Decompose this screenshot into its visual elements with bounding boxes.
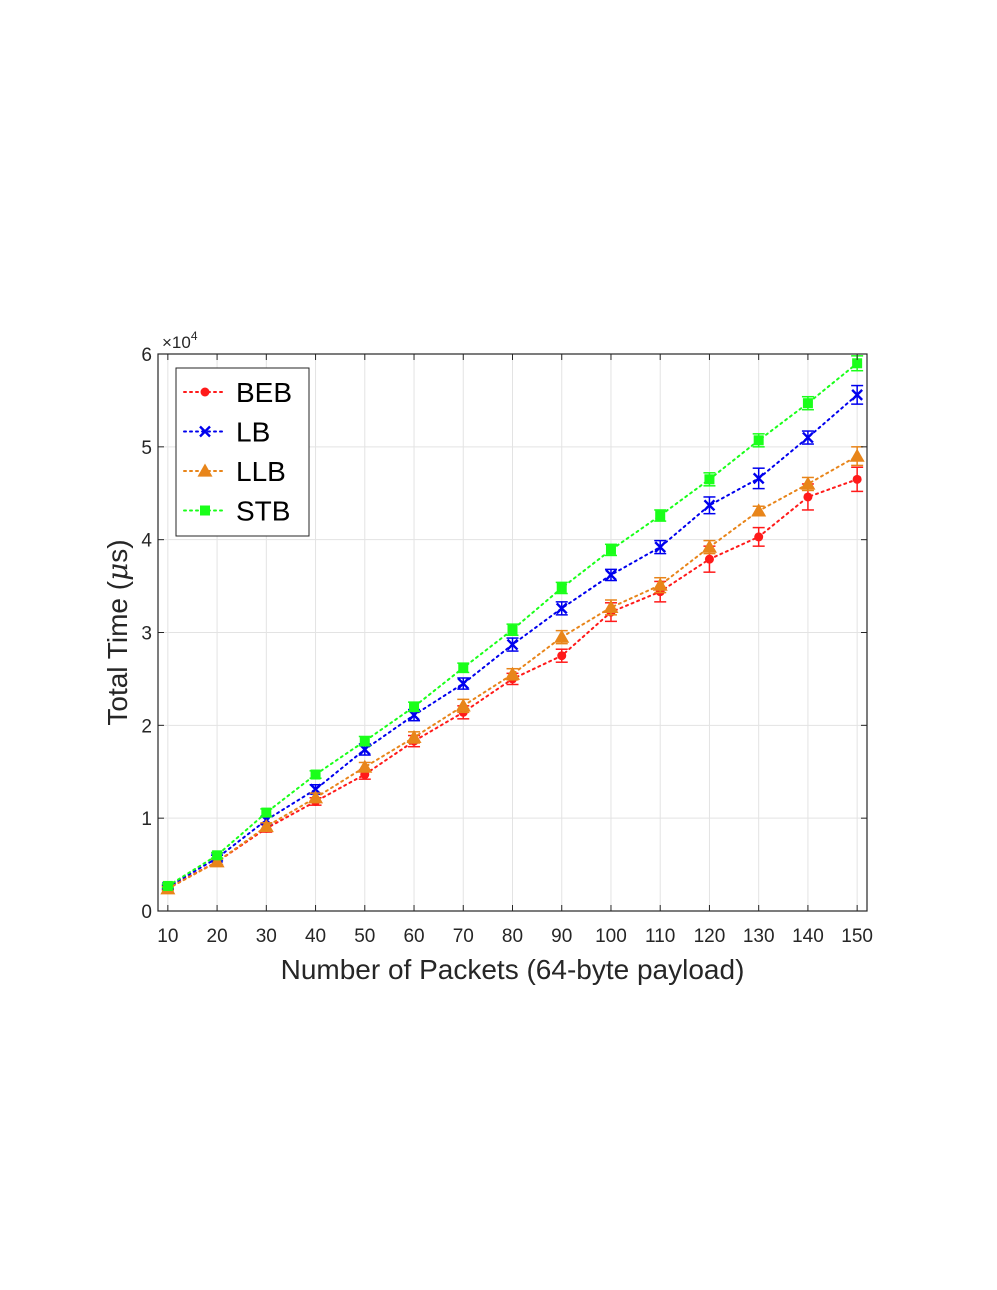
x-tick-label: 100 <box>595 926 627 947</box>
y-tick-label: 4 <box>141 531 152 552</box>
y-tick-label: 1 <box>141 809 152 830</box>
x-tick-label: 90 <box>551 926 572 947</box>
x-tick-label: 120 <box>694 926 726 947</box>
marker-x <box>703 499 716 512</box>
marker-square <box>753 435 764 446</box>
y-axis-label-suffix: s) <box>102 539 133 562</box>
marker-triangle <box>603 599 619 614</box>
legend-item-beb: BEB <box>183 377 292 408</box>
marker-circle <box>200 387 210 397</box>
marker-x <box>555 602 568 615</box>
x-tick-label: 70 <box>453 926 474 947</box>
x-tick-label: 40 <box>305 926 326 947</box>
legend-item-llb: LLB <box>183 456 286 487</box>
legend-item-stb: STB <box>183 496 290 527</box>
marker-circle <box>803 492 813 502</box>
y-multiplier-exponent: 4 <box>191 329 198 343</box>
legend: BEB LB LLB STB <box>175 367 310 537</box>
marker-triangle <box>652 577 668 591</box>
series-stb <box>161 355 864 891</box>
y-axis-multiplier: ×104 <box>162 329 198 352</box>
marker-x <box>654 541 667 553</box>
marker-circle <box>754 532 764 542</box>
marker-triangle <box>701 539 717 553</box>
marker-circle <box>852 474 862 484</box>
marker-square <box>655 510 666 521</box>
marker-x <box>199 425 211 438</box>
marker-circle <box>704 554 714 564</box>
y-multiplier-base: ×10 <box>162 333 191 352</box>
x-tick-label: 20 <box>207 926 228 947</box>
marker-square <box>605 544 616 555</box>
marker-x <box>605 569 617 581</box>
x-tick-label: 140 <box>792 926 824 947</box>
legend-item-lb: LB <box>183 417 270 448</box>
y-tick-label: 5 <box>141 438 152 459</box>
marker-triangle <box>554 629 570 643</box>
marker-square <box>409 701 420 712</box>
marker-triangle <box>849 448 865 462</box>
legend-box <box>175 367 310 537</box>
y-axis-label-mu: μ <box>101 563 134 581</box>
marker-x <box>851 388 864 401</box>
marker-square <box>458 662 469 673</box>
marker-square <box>802 398 813 409</box>
tick-labels: 10 20 30 40 50 60 70 80 90 100 110 120 130 140 150 0 1 2 3… <box>141 345 873 947</box>
marker-triangle <box>455 698 471 712</box>
marker-x <box>802 431 814 444</box>
marker-square <box>852 358 863 369</box>
x-tick-label: 80 <box>502 926 523 947</box>
marker-square <box>507 624 518 635</box>
legend-label: STB <box>236 496 290 527</box>
x-tick-label: 150 <box>841 926 873 947</box>
marker-square <box>359 736 370 747</box>
marker-square <box>310 769 321 780</box>
x-tick-label: 30 <box>256 926 277 947</box>
marker-triangle <box>751 503 767 517</box>
marker-triangle <box>197 463 213 477</box>
marker-x <box>457 677 470 690</box>
y-axis-label: Total Time (μs) <box>101 539 134 725</box>
x-tick-label: 50 <box>354 926 375 947</box>
marker-triangle <box>209 854 225 868</box>
y-tick-label: 0 <box>141 902 152 923</box>
x-axis-label: Number of Packets (64-byte payload) <box>281 954 745 985</box>
marker-square <box>212 850 223 861</box>
legend-label: LLB <box>236 456 286 487</box>
marker-circle <box>557 651 567 661</box>
marker-x <box>506 638 519 651</box>
x-tick-label: 10 <box>157 926 178 947</box>
legend-label: LB <box>236 417 270 448</box>
series-line <box>166 362 859 887</box>
marker-square <box>200 505 210 516</box>
x-tick-label: 110 <box>645 926 675 947</box>
x-tick-label: 130 <box>743 926 775 947</box>
marker-triangle <box>800 476 816 490</box>
marker-triangle <box>357 759 373 773</box>
x-tick-label: 60 <box>403 926 424 947</box>
marker-square <box>556 582 567 593</box>
y-tick-label: 6 <box>141 345 152 366</box>
axes <box>157 353 868 912</box>
marker-triangle <box>505 666 520 680</box>
series-layer <box>160 355 865 895</box>
marker-square <box>261 807 272 818</box>
marker-triangle <box>308 790 324 804</box>
y-axis-label-prefix: Total Time ( <box>102 580 133 725</box>
marker-square <box>162 880 173 891</box>
marker-square <box>704 474 715 485</box>
y-tick-label: 2 <box>141 716 152 737</box>
marker-triangle <box>406 729 422 744</box>
marker-x <box>752 472 765 485</box>
legend-label: BEB <box>236 377 292 408</box>
marker-triangle <box>258 819 274 833</box>
y-tick-label: 3 <box>141 624 152 645</box>
